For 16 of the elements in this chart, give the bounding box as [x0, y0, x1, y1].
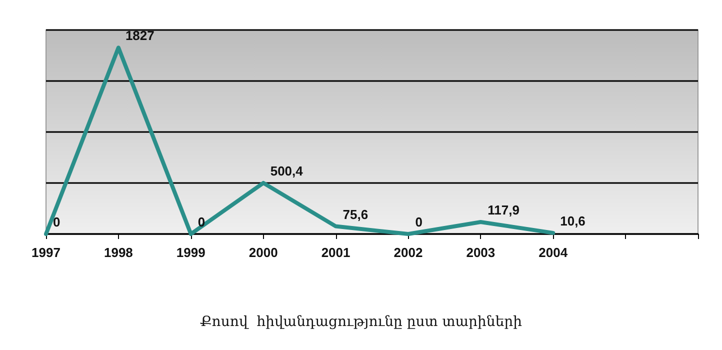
x-tick-label: 1998 [104, 245, 133, 260]
data-label: 117,9 [488, 202, 520, 218]
data-label: 1827 [125, 28, 154, 44]
x-tick-label: 2004 [538, 245, 568, 260]
data-label: 0 [53, 214, 60, 230]
data-label: 0 [415, 214, 422, 230]
x-tick-label: 2001 [321, 245, 350, 260]
x-tick-label: 1999 [176, 245, 206, 260]
x-tick-label: 2000 [248, 245, 278, 260]
x-tick-label: 2002 [394, 245, 423, 260]
data-label: 500,4 [270, 163, 304, 178]
data-label: 10,6 [560, 213, 586, 228]
data-label: 75,6 [342, 206, 368, 222]
x-tick-label: 1997 [32, 245, 60, 260]
text: Քոսով հիվանդացությունը ըստ տարիների [200, 314, 522, 330]
x-tick-label: 2003 [466, 245, 496, 260]
